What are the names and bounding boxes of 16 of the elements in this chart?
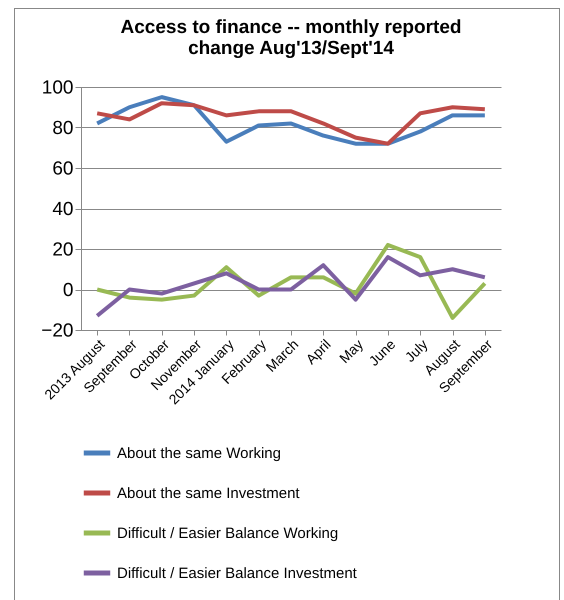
- legend-label: Difficult / Easier Balance Investment: [117, 565, 358, 582]
- legend-label: Difficult / Easier Balance Working: [117, 525, 338, 542]
- y-tick-label: 100: [42, 78, 74, 98]
- text: change Aug'13/Sept'14: [188, 38, 394, 59]
- x-tick-label: July: [402, 336, 431, 366]
- line-series: [95, 255, 487, 318]
- x-tick-label: May: [336, 336, 366, 366]
- y-tick-label: 20: [52, 240, 74, 260]
- y-tick-label: 0: [62, 280, 74, 301]
- legend-label: About the same Working: [117, 445, 281, 462]
- text: Access to finance -- monthly reported: [120, 17, 462, 38]
- y-tick-label: −20: [41, 320, 74, 342]
- y-tick-label: 40: [52, 199, 74, 220]
- legend-label: About the same Investment: [117, 485, 300, 502]
- y-tick-label: 60: [52, 158, 74, 180]
- y-tick-label: 80: [52, 118, 74, 139]
